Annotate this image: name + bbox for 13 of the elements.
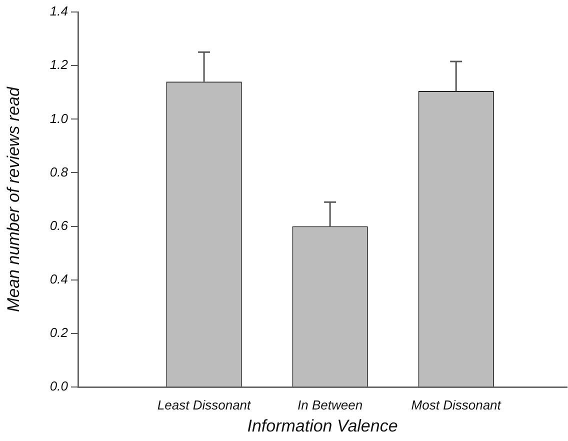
y-tick-label: 0.4 — [50, 271, 68, 286]
x-tick-label: Least Dissonant — [157, 397, 252, 412]
y-tick-label: 0.6 — [50, 218, 69, 233]
y-tick-label: 1.0 — [50, 110, 69, 126]
x-tick-label: Most Dissonant — [411, 397, 502, 412]
x-tick-label: In Between — [298, 397, 363, 412]
y-tick-label: 1.2 — [50, 57, 69, 72]
y-tick-label: 0.2 — [50, 325, 69, 340]
y-tick-label: 0.0 — [50, 378, 69, 394]
y-tick-label: 1.4 — [50, 4, 68, 19]
x-axis-title: Information Valence — [247, 416, 398, 436]
y-axis-title: Mean number of reviews read — [4, 86, 23, 312]
y-tick-label: 0.8 — [50, 164, 69, 180]
